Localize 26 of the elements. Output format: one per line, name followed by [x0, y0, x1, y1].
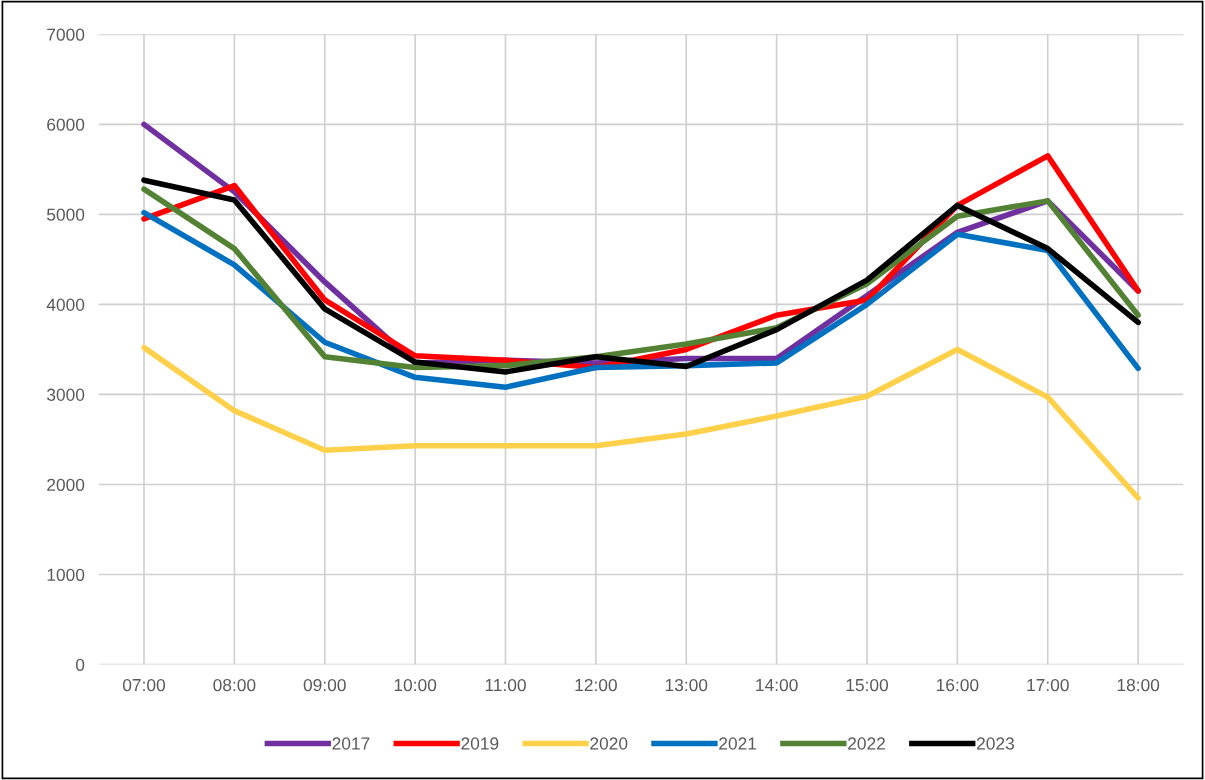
- x-tick-label: 16:00: [936, 678, 979, 692]
- x-tick-label: 09:00: [303, 678, 346, 692]
- legend-label: 2017: [332, 737, 370, 750]
- x-tick-label: 07:00: [122, 678, 166, 692]
- x-tick-label: 14:00: [756, 678, 798, 692]
- x-tick-label: 18:00: [1117, 678, 1160, 692]
- legend-label: 2020: [590, 737, 628, 750]
- y-tick-label: 3000: [46, 388, 85, 401]
- x-tick-label: 08:00: [213, 678, 256, 692]
- x-tick-label: 12:00: [575, 678, 617, 692]
- x-tick-label: 10:00: [394, 678, 437, 692]
- legend-label: 2019: [461, 737, 499, 750]
- legend-label: 2021: [719, 737, 757, 750]
- y-tick-label: 5000: [47, 208, 85, 221]
- y-tick-label: 4000: [46, 298, 85, 311]
- y-tick-label: 1000: [47, 568, 85, 581]
- legend-label: 2022: [848, 737, 885, 750]
- y-tick-label: 6000: [47, 118, 85, 131]
- x-tick-label: 11:00: [485, 678, 526, 692]
- y-tick-label: 2000: [47, 478, 85, 491]
- x-tick-label: 13:00: [665, 678, 708, 692]
- x-tick-label: 15:00: [846, 678, 889, 692]
- y-tick-label: 7000: [47, 28, 85, 41]
- x-tick-label: 17:00: [1027, 678, 1069, 692]
- legend-label: 2023: [976, 737, 1014, 750]
- y-tick-label: 0: [75, 658, 85, 672]
